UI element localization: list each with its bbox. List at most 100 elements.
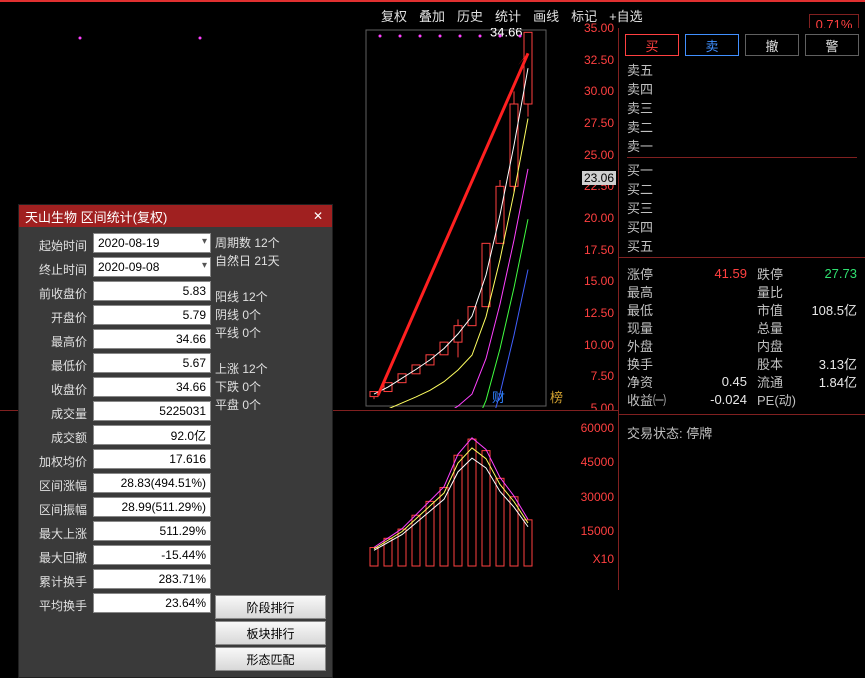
dialog-title: 天山生物 区间统计(复权) <box>25 207 167 226</box>
sell-button[interactable]: 卖 <box>685 34 739 56</box>
stat-row: 外盘内盘 <box>627 336 857 354</box>
bid-level: 买二 <box>627 179 857 198</box>
dialog-side-text: 平线 0个 <box>215 323 326 341</box>
dialog-label: 前收盘价 <box>25 281 89 305</box>
dialog-input-区间涨幅[interactable]: 28.83(494.51%) <box>93 473 211 493</box>
stat-row: 最低市值108.5亿 <box>627 300 857 318</box>
dialog-button-板块排行[interactable]: 板块排行 <box>215 621 326 645</box>
price-axis: 35.0032.5030.0027.5025.0022.5020.0017.50… <box>572 28 618 408</box>
dialog-input-成交额[interactable]: 92.0亿 <box>93 425 211 445</box>
ask-level: 卖一 <box>627 136 857 155</box>
buy-button[interactable]: 买 <box>625 34 679 56</box>
interval-stats-dialog: 天山生物 区间统计(复权) ✕ 起始时间终止时间前收盘价开盘价最高价最低价收盘价… <box>18 204 333 678</box>
menu-叠加[interactable]: 叠加 <box>413 6 451 25</box>
bid-level: 买三 <box>627 198 857 217</box>
price-tick: 25.00 <box>584 148 614 162</box>
price-tick: 20.00 <box>584 211 614 225</box>
dialog-input-前收盘价[interactable]: 5.83 <box>93 281 211 301</box>
stat-row: 涨停41.59跌停27.73 <box>627 264 857 282</box>
stat-row: 净资0.45流通1.84亿 <box>627 372 857 390</box>
x10-label: X10 <box>593 552 614 566</box>
dialog-input-平均换手[interactable]: 23.64% <box>93 593 211 613</box>
stats-table: 涨停41.59跌停27.73最高量比最低市值108.5亿现量总量外盘内盘换手股本… <box>619 260 865 412</box>
price-tick: 7.50 <box>591 369 614 383</box>
price-tick: 30.00 <box>584 84 614 98</box>
dialog-side-text <box>215 341 326 359</box>
svg-text:34.66: 34.66 <box>490 28 523 39</box>
badge-bang: 榜 <box>548 387 565 406</box>
price-tick: 35.00 <box>584 21 614 35</box>
bid-level: 买一 <box>627 160 857 179</box>
trade-status: 交易状态: 停牌 <box>619 417 865 448</box>
dialog-label: 平均换手 <box>25 593 89 617</box>
stat-row: 换手股本3.13亿 <box>627 354 857 372</box>
dialog-input-起始时间[interactable]: 2020-08-19 <box>93 233 211 253</box>
right-panel: 买 卖 撤 警 卖五卖四卖三卖二卖一买一买二买三买四买五 涨停41.59跌停27… <box>618 28 865 590</box>
vol-tick: 45000 <box>581 455 614 469</box>
dialog-input-区间振幅[interactable]: 28.99(511.29%) <box>93 497 211 517</box>
ask-level: 卖四 <box>627 79 857 98</box>
dialog-label: 最高价 <box>25 329 89 353</box>
menu-历史[interactable]: 历史 <box>451 6 489 25</box>
price-tick: 27.50 <box>584 116 614 130</box>
dialog-label: 收盘价 <box>25 377 89 401</box>
dialog-label: 最大回撤 <box>25 545 89 569</box>
price-tick: 15.00 <box>584 274 614 288</box>
dialog-label: 累计换手 <box>25 569 89 593</box>
cancel-button[interactable]: 撤 <box>745 34 799 56</box>
menu-统计[interactable]: 统计 <box>489 6 527 25</box>
vol-tick: 15000 <box>581 524 614 538</box>
dialog-label: 加权均价 <box>25 449 89 473</box>
dialog-side-text: 自然日 21天 <box>215 251 326 269</box>
price-tick: 32.50 <box>584 53 614 67</box>
dialog-button-阶段排行[interactable]: 阶段排行 <box>215 595 326 619</box>
dialog-input-最高价[interactable]: 34.66 <box>93 329 211 349</box>
bid-level: 买五 <box>627 236 857 255</box>
dialog-side-text <box>215 269 326 287</box>
volume-axis: X10 60000 45000 30000 15000 <box>572 411 618 570</box>
dialog-label: 最低价 <box>25 353 89 377</box>
dialog-side-text: 平盘 0个 <box>215 395 326 413</box>
order-book: 卖五卖四卖三卖二卖一买一买二买三买四买五 <box>619 60 865 255</box>
stat-row: 最高量比 <box>627 282 857 300</box>
dialog-button-形态匹配[interactable]: 形态匹配 <box>215 647 326 671</box>
dialog-titlebar[interactable]: 天山生物 区间统计(复权) ✕ <box>19 205 332 227</box>
menu-画线[interactable]: 画线 <box>527 6 565 25</box>
price-tick: 10.00 <box>584 338 614 352</box>
stat-row: 现量总量 <box>627 318 857 336</box>
dialog-label: 终止时间 <box>25 257 89 281</box>
price-tick: 12.50 <box>584 306 614 320</box>
dialog-side-text: 阴线 0个 <box>215 305 326 323</box>
dialog-input-开盘价[interactable]: 5.79 <box>93 305 211 325</box>
dialog-label: 成交量 <box>25 401 89 425</box>
dialog-label: 最大上涨 <box>25 521 89 545</box>
dialog-side-text: 下跌 0个 <box>215 377 326 395</box>
dialog-input-收盘价[interactable]: 34.66 <box>93 377 211 397</box>
dialog-input-成交量[interactable]: 5225031 <box>93 401 211 421</box>
dialog-label: 起始时间 <box>25 233 89 257</box>
dialog-label: 区间涨幅 <box>25 473 89 497</box>
ask-level: 卖三 <box>627 98 857 117</box>
alert-button[interactable]: 警 <box>805 34 859 56</box>
dialog-input-最大回撤[interactable]: -15.44% <box>93 545 211 565</box>
badge-cai: 财 <box>490 387 507 406</box>
dialog-label: 成交额 <box>25 425 89 449</box>
price-tick: 17.50 <box>584 243 614 257</box>
bid-level: 买四 <box>627 217 857 236</box>
vol-tick: 60000 <box>581 421 614 435</box>
dialog-label: 区间振幅 <box>25 497 89 521</box>
stat-row: 收益㈠-0.024PE(动) <box>627 390 857 408</box>
dialog-label: 开盘价 <box>25 305 89 329</box>
ask-level: 卖二 <box>627 117 857 136</box>
current-price-marker: 23.06 <box>582 171 616 185</box>
dialog-input-加权均价[interactable]: 17.616 <box>93 449 211 469</box>
dialog-input-累计换手[interactable]: 283.71% <box>93 569 211 589</box>
vol-tick: 30000 <box>581 490 614 504</box>
ask-level: 卖五 <box>627 60 857 79</box>
dialog-input-最低价[interactable]: 5.67 <box>93 353 211 373</box>
close-icon[interactable]: ✕ <box>310 208 326 224</box>
menu-复权[interactable]: 复权 <box>375 6 413 25</box>
dialog-side-text: 周期数 12个 <box>215 233 326 251</box>
dialog-input-终止时间[interactable]: 2020-09-08 <box>93 257 211 277</box>
dialog-input-最大上涨[interactable]: 511.29% <box>93 521 211 541</box>
